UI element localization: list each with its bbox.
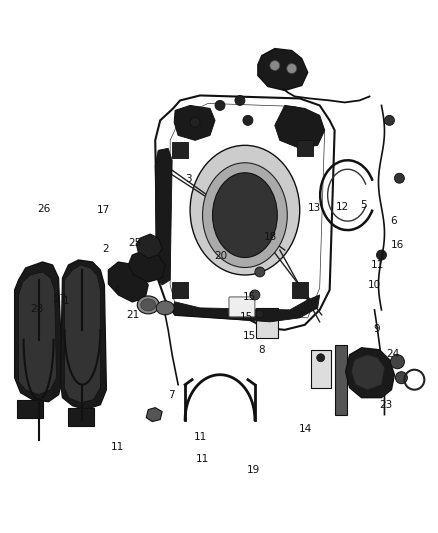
Circle shape (395, 173, 404, 183)
Text: 2: 2 (102, 245, 109, 254)
Ellipse shape (156, 301, 174, 315)
Polygon shape (346, 348, 395, 398)
Circle shape (243, 116, 253, 125)
Text: 15: 15 (240, 312, 253, 322)
Text: 13: 13 (307, 203, 321, 213)
Polygon shape (155, 148, 172, 285)
Polygon shape (68, 408, 95, 425)
Ellipse shape (137, 296, 159, 314)
Text: 12: 12 (336, 202, 349, 212)
Text: 5: 5 (360, 200, 367, 211)
Text: 9: 9 (374, 324, 380, 334)
Text: 27: 27 (53, 294, 66, 304)
Text: 11: 11 (194, 432, 207, 442)
Ellipse shape (190, 146, 300, 275)
Circle shape (255, 267, 265, 277)
Text: 18: 18 (264, 232, 277, 243)
Circle shape (190, 117, 200, 127)
Text: 24: 24 (386, 349, 399, 359)
Text: 11: 11 (371, 260, 384, 270)
Polygon shape (17, 400, 42, 417)
Text: 10: 10 (367, 280, 381, 290)
Circle shape (287, 63, 297, 74)
Circle shape (317, 354, 325, 362)
Polygon shape (128, 250, 165, 282)
Polygon shape (136, 234, 162, 258)
Text: 14: 14 (299, 424, 312, 434)
Circle shape (247, 243, 257, 253)
Bar (256, 308, 278, 338)
Polygon shape (146, 408, 162, 422)
Text: 17: 17 (97, 205, 110, 215)
Text: 26: 26 (37, 204, 50, 214)
Text: 23: 23 (379, 400, 392, 410)
Bar (172, 282, 188, 298)
Text: 6: 6 (390, 216, 397, 227)
Text: 15: 15 (243, 330, 256, 341)
Text: 3: 3 (185, 174, 192, 184)
Polygon shape (60, 260, 106, 410)
Text: 8: 8 (258, 345, 265, 355)
Polygon shape (19, 272, 57, 394)
Text: 7: 7 (168, 390, 174, 400)
Circle shape (250, 290, 260, 300)
Bar (311, 350, 331, 387)
Circle shape (377, 250, 386, 260)
Bar (172, 142, 188, 158)
Text: 28: 28 (30, 304, 43, 314)
Ellipse shape (141, 299, 155, 311)
Polygon shape (170, 295, 320, 322)
Ellipse shape (212, 173, 277, 257)
Text: 15: 15 (243, 292, 256, 302)
Text: 11: 11 (196, 454, 209, 464)
Bar (292, 282, 308, 298)
Polygon shape (108, 262, 148, 302)
Text: 11: 11 (111, 442, 124, 452)
Text: 25: 25 (128, 238, 142, 247)
Polygon shape (352, 355, 385, 390)
Text: 19: 19 (247, 465, 261, 474)
Circle shape (270, 61, 280, 70)
Circle shape (256, 310, 264, 318)
Circle shape (215, 100, 225, 110)
Circle shape (385, 116, 395, 125)
Polygon shape (258, 49, 308, 91)
Circle shape (396, 372, 407, 384)
Ellipse shape (202, 163, 287, 268)
Bar (335, 345, 346, 415)
Bar (297, 140, 313, 156)
Circle shape (390, 355, 404, 369)
Text: 20: 20 (215, 251, 228, 261)
Text: 21: 21 (126, 310, 139, 320)
Text: 1: 1 (63, 296, 70, 306)
Polygon shape (174, 106, 215, 140)
Polygon shape (275, 106, 325, 148)
Text: 16: 16 (391, 240, 404, 250)
FancyBboxPatch shape (229, 297, 255, 317)
Text: 4: 4 (113, 286, 120, 295)
Polygon shape (64, 265, 100, 402)
Circle shape (235, 95, 245, 106)
Polygon shape (14, 262, 63, 402)
